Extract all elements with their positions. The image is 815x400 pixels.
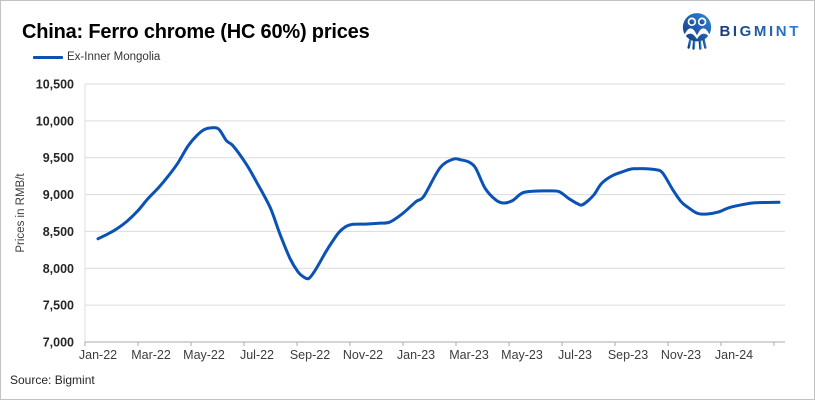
legend-label: Ex-Inner Mongolia: [67, 51, 161, 63]
legend-line-swatch: [33, 55, 63, 59]
x-tick-label: Nov-22: [343, 348, 383, 362]
y-tick-label: 9,000: [43, 188, 74, 202]
x-tick-label: May-22: [183, 348, 225, 362]
y-tick-label: 10,000: [36, 114, 74, 128]
x-tick-label: Mar-22: [131, 348, 171, 362]
x-tick-label: Jan-23: [397, 348, 435, 362]
x-tick-label: Sep-23: [608, 348, 648, 362]
legend: Ex-Inner Mongolia: [33, 50, 160, 64]
y-tick-label: 8,000: [43, 262, 74, 276]
bigmint-logo: BIGMINT: [680, 11, 801, 52]
chart-title: China: Ferro chrome (HC 60%) prices: [22, 21, 370, 43]
y-tick-label: 10,500: [36, 78, 74, 92]
source-note: Source: Bigmint: [10, 373, 95, 387]
x-tick-label: Jul-22: [240, 348, 274, 362]
y-tick-label: 9,500: [43, 151, 74, 165]
y-tick-label: 7,000: [43, 336, 74, 350]
price-line-ex-inner-mongolia: [96, 126, 781, 281]
x-tick-label: Sep-22: [290, 348, 330, 362]
x-tick-label: Jul-23: [558, 348, 592, 362]
bigmint-logo-text: BIGMINT: [719, 23, 801, 40]
x-tick-label: Jan-22: [79, 348, 117, 362]
y-tick-label: 7,500: [43, 299, 74, 313]
x-tick-label: Mar-23: [449, 348, 489, 362]
x-tick-label: Jan-24: [715, 348, 753, 362]
x-tick-label: Nov-23: [661, 348, 701, 362]
bigmint-people-circle-icon: [683, 13, 712, 50]
y-tick-label: 8,500: [43, 225, 74, 239]
y-axis-title: Prices in RMB/t: [15, 173, 27, 253]
x-tick-label: May-23: [501, 348, 543, 362]
